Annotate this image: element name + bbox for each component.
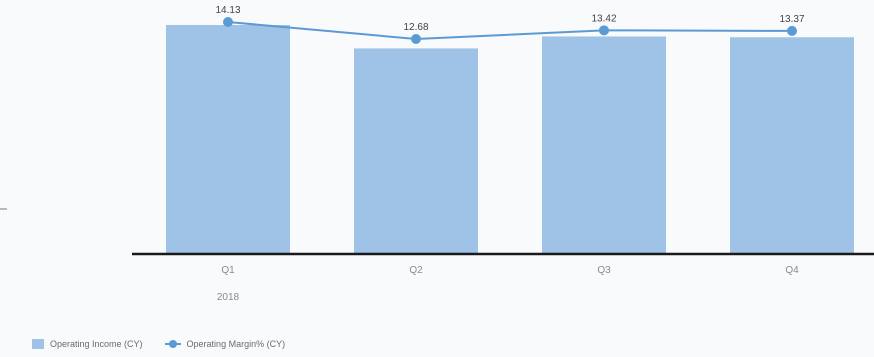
bar-q4[interactable] xyxy=(730,37,854,253)
legend-item-operating-income[interactable]: Operating Income (CY) xyxy=(32,339,143,349)
bar-q2[interactable] xyxy=(354,48,478,253)
legend-label-operating-margin: Operating Margin% (CY) xyxy=(186,339,286,349)
data-label-q2: 12.68 xyxy=(403,22,428,33)
x-tick-label-q1: Q1 xyxy=(221,265,235,276)
bar-q1[interactable] xyxy=(166,25,290,253)
x-tick-label-q2: Q2 xyxy=(409,265,423,276)
margin-point-q3[interactable] xyxy=(599,25,609,36)
margin-point-q4[interactable] xyxy=(787,25,797,36)
legend-item-operating-margin[interactable]: Operating Margin% (CY) xyxy=(164,339,286,349)
legend-swatch-line xyxy=(164,339,181,349)
x-tick-label-q4: Q4 xyxy=(785,265,799,276)
margin-point-q2[interactable] xyxy=(411,34,421,44)
margin-point-q1[interactable] xyxy=(223,17,233,27)
legend-label-operating-income: Operating Income (CY) xyxy=(50,339,143,349)
data-label-q4: 13.37 xyxy=(779,14,804,25)
margin-line xyxy=(227,21,793,41)
x-group-label-year: 2018 xyxy=(217,292,240,303)
data-label-q3: 13.42 xyxy=(591,13,616,24)
data-label-q1: 14.13 xyxy=(215,5,240,16)
legend-swatch-bar xyxy=(32,339,44,349)
legend: Operating Income (CY) Operating Margin% … xyxy=(32,339,307,349)
x-tick-label-q3: Q3 xyxy=(597,265,611,276)
bar-q3[interactable] xyxy=(542,36,666,253)
